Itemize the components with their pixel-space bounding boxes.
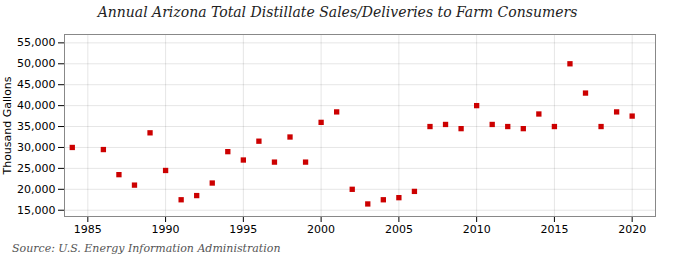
svg-text:30,000: 30,000: [17, 141, 56, 154]
svg-text:45,000: 45,000: [17, 78, 56, 91]
svg-text:35,000: 35,000: [17, 120, 56, 133]
svg-text:40,000: 40,000: [17, 99, 56, 112]
svg-text:2020: 2020: [618, 223, 646, 236]
svg-text:2000: 2000: [307, 223, 335, 236]
svg-text:2010: 2010: [463, 223, 491, 236]
svg-text:2015: 2015: [540, 223, 568, 236]
svg-text:Thousand Gallons: Thousand Gallons: [1, 76, 14, 175]
svg-text:1990: 1990: [152, 223, 180, 236]
svg-text:50,000: 50,000: [17, 57, 56, 70]
svg-text:20,000: 20,000: [17, 183, 56, 196]
html-text:Annual Arizona Total Distillat: Annual Arizona Total Distillate Sales/De…: [97, 4, 578, 20]
html-text:Source: U.S. Energy Informatio: Source: U.S. Energy Information Administ…: [12, 242, 281, 255]
svg-text:2005: 2005: [385, 223, 413, 236]
svg-text:15,000: 15,000: [17, 204, 56, 217]
svg-text:1995: 1995: [229, 223, 257, 236]
svg-text:25,000: 25,000: [17, 162, 56, 175]
svg-text:55,000: 55,000: [17, 36, 56, 49]
svg-text:1985: 1985: [74, 223, 102, 236]
